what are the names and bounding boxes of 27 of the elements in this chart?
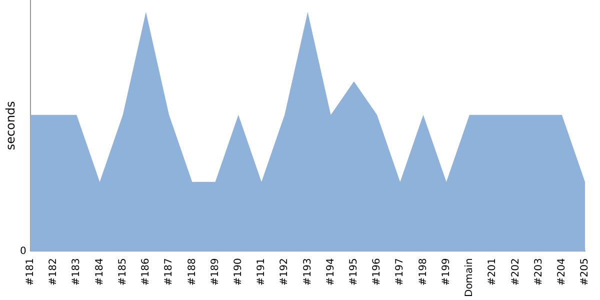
x-tick-label: #182: [48, 258, 60, 286]
x-tick-label: #190: [232, 258, 244, 286]
x-tick-label: #187: [164, 258, 175, 286]
x-tick-label: #204: [556, 258, 568, 286]
x-tick-label: #202: [510, 258, 522, 286]
x-tick-label: Domain: [464, 258, 476, 298]
x-tick-label: #194: [325, 258, 336, 286]
x-tick-label: #183: [71, 258, 82, 286]
x-tick-label: #201: [487, 258, 498, 286]
y-axis-title: seconds: [3, 101, 18, 150]
x-tick-label: #205: [580, 258, 591, 286]
x-tick-label: #189: [210, 258, 221, 286]
x-tick-label: #193: [302, 258, 314, 286]
x-tick-label: #191: [256, 258, 268, 286]
x-tick-label: #198: [418, 258, 429, 286]
x-tick-label: #199: [440, 258, 452, 286]
x-tick-label: #188: [186, 258, 198, 286]
text: 0: [20, 246, 26, 257]
x-tick-label: #181: [24, 258, 36, 286]
x-tick-label: #184: [94, 258, 106, 286]
x-tick-label: #192: [279, 258, 290, 286]
x-tick-label: #185: [117, 258, 128, 286]
x-tick-label: #195: [348, 258, 360, 286]
x-tick-label: #203: [533, 258, 544, 286]
x-tick-label: #196: [372, 258, 383, 286]
x-tick-label: #197: [394, 258, 406, 286]
x-tick-label: #186: [140, 258, 152, 286]
